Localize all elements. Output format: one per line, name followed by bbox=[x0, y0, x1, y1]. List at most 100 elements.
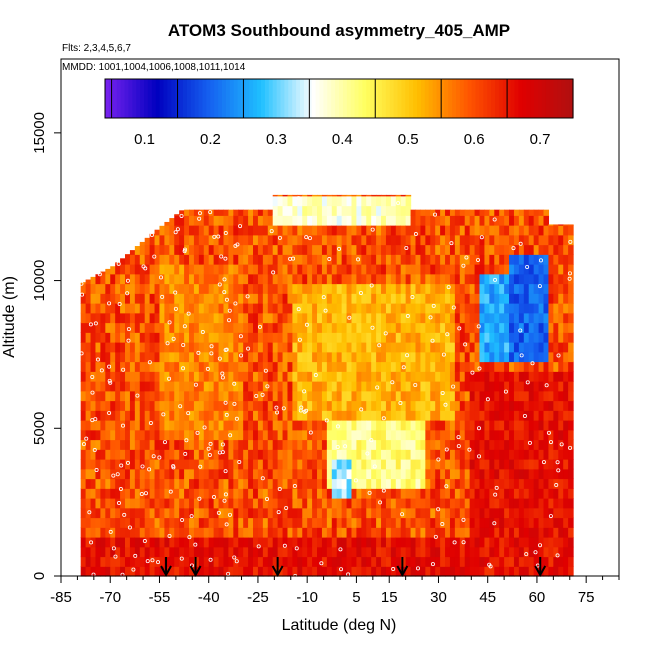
colorbar-segment bbox=[331, 79, 336, 118]
heatmap-cell bbox=[538, 546, 545, 558]
heatmap-cell bbox=[371, 439, 377, 450]
heatmap-cell bbox=[302, 312, 308, 324]
heatmap-cell bbox=[125, 254, 131, 255]
heatmap-cell bbox=[489, 546, 495, 558]
sample-point bbox=[433, 212, 438, 217]
sample-point bbox=[207, 453, 212, 458]
heatmap-cell bbox=[415, 390, 422, 402]
heatmap-cell bbox=[203, 537, 210, 548]
heatmap-cell bbox=[533, 449, 540, 460]
heatmap-cell bbox=[415, 381, 422, 392]
heatmap-cell bbox=[179, 225, 185, 236]
heatmap-cell bbox=[494, 488, 500, 499]
heatmap-cell bbox=[159, 342, 165, 353]
heatmap-cell bbox=[504, 507, 510, 519]
heatmap-cell bbox=[267, 342, 274, 353]
heatmap-cell bbox=[464, 488, 471, 499]
heatmap-cell bbox=[139, 439, 146, 450]
heatmap-cell bbox=[292, 478, 298, 489]
heatmap-cell bbox=[445, 225, 451, 236]
heatmap-cell bbox=[410, 390, 417, 402]
heatmap-cell bbox=[449, 361, 456, 372]
heatmap-cell bbox=[464, 527, 471, 538]
heatmap-cell bbox=[513, 517, 520, 528]
heatmap-cell bbox=[489, 303, 495, 314]
sample-point bbox=[413, 382, 418, 387]
heatmap-cell bbox=[125, 537, 131, 548]
heatmap-cell bbox=[484, 498, 490, 509]
heatmap-cell bbox=[321, 527, 328, 538]
heatmap-cell bbox=[248, 293, 254, 304]
heatmap-cell bbox=[213, 351, 220, 363]
heatmap-cell bbox=[390, 234, 397, 246]
heatmap-cell bbox=[395, 361, 402, 372]
heatmap-cell bbox=[317, 566, 323, 577]
heatmap-cell bbox=[563, 507, 569, 519]
heatmap-cell bbox=[390, 459, 397, 470]
heatmap-cell bbox=[90, 478, 97, 489]
heatmap-cell bbox=[479, 361, 486, 372]
heatmap-cell bbox=[513, 546, 520, 558]
heatmap-cell bbox=[213, 361, 220, 372]
heatmap-cell bbox=[533, 556, 540, 567]
heatmap-cell bbox=[326, 420, 333, 431]
heatmap-cell bbox=[366, 293, 372, 304]
heatmap-cell bbox=[543, 209, 550, 216]
sample-point bbox=[115, 472, 120, 477]
heatmap-cell bbox=[159, 361, 165, 372]
heatmap-cell bbox=[484, 371, 490, 382]
heatmap-cell bbox=[179, 322, 185, 333]
heatmap-cell bbox=[120, 429, 126, 441]
heatmap-cell bbox=[233, 517, 239, 528]
heatmap-cell bbox=[381, 390, 387, 402]
heatmap-cell bbox=[351, 244, 358, 255]
heatmap-cell bbox=[400, 556, 407, 567]
heatmap-cell bbox=[179, 546, 185, 558]
heatmap-cell bbox=[518, 498, 525, 509]
heatmap-cell bbox=[213, 264, 220, 275]
colorbar-tick-label: 0.3 bbox=[266, 131, 287, 148]
heatmap-cell bbox=[513, 400, 520, 411]
heatmap-cell bbox=[115, 410, 121, 421]
y-axis-label: Altitude (m) bbox=[1, 276, 18, 358]
heatmap-cell bbox=[297, 215, 303, 226]
heatmap-cell bbox=[85, 303, 92, 314]
colorbar-segment bbox=[155, 79, 161, 118]
heatmap-cell bbox=[528, 371, 535, 382]
heatmap-cell bbox=[129, 488, 136, 499]
heatmap-cell bbox=[445, 449, 451, 460]
sample-point bbox=[518, 241, 523, 246]
heatmap-cell bbox=[385, 537, 392, 548]
heatmap-cell bbox=[277, 410, 284, 421]
heatmap-cell bbox=[553, 224, 559, 226]
heatmap-cell bbox=[302, 342, 308, 353]
heatmap-cell bbox=[430, 507, 436, 519]
heatmap-cell bbox=[110, 410, 116, 421]
sample-point bbox=[181, 366, 186, 371]
heatmap-cell bbox=[282, 537, 289, 548]
sample-point bbox=[157, 455, 162, 460]
heatmap-cell bbox=[307, 361, 313, 372]
heatmap-cell bbox=[331, 429, 338, 441]
heatmap-cell bbox=[282, 507, 289, 519]
heatmap-cell bbox=[257, 381, 264, 392]
heatmap-cell bbox=[203, 381, 210, 392]
sample-point bbox=[93, 321, 98, 326]
heatmap-cell bbox=[474, 527, 481, 538]
heatmap-cell bbox=[464, 390, 471, 402]
heatmap-cell bbox=[528, 215, 535, 226]
heatmap-cell bbox=[149, 371, 156, 382]
heatmap-cell bbox=[351, 381, 358, 392]
heatmap-cell bbox=[208, 244, 215, 255]
heatmap-cell bbox=[504, 390, 510, 402]
heatmap-cell bbox=[395, 332, 402, 343]
heatmap-cell bbox=[346, 410, 353, 421]
heatmap-cell bbox=[361, 390, 367, 402]
heatmap-cell bbox=[302, 303, 308, 314]
heatmap-cell bbox=[115, 273, 121, 285]
flight-arrow-head bbox=[534, 565, 547, 578]
heatmap-cell bbox=[528, 449, 535, 460]
heatmap-cell bbox=[336, 361, 343, 372]
heatmap-cell bbox=[326, 478, 333, 489]
heatmap-cell bbox=[277, 225, 284, 236]
